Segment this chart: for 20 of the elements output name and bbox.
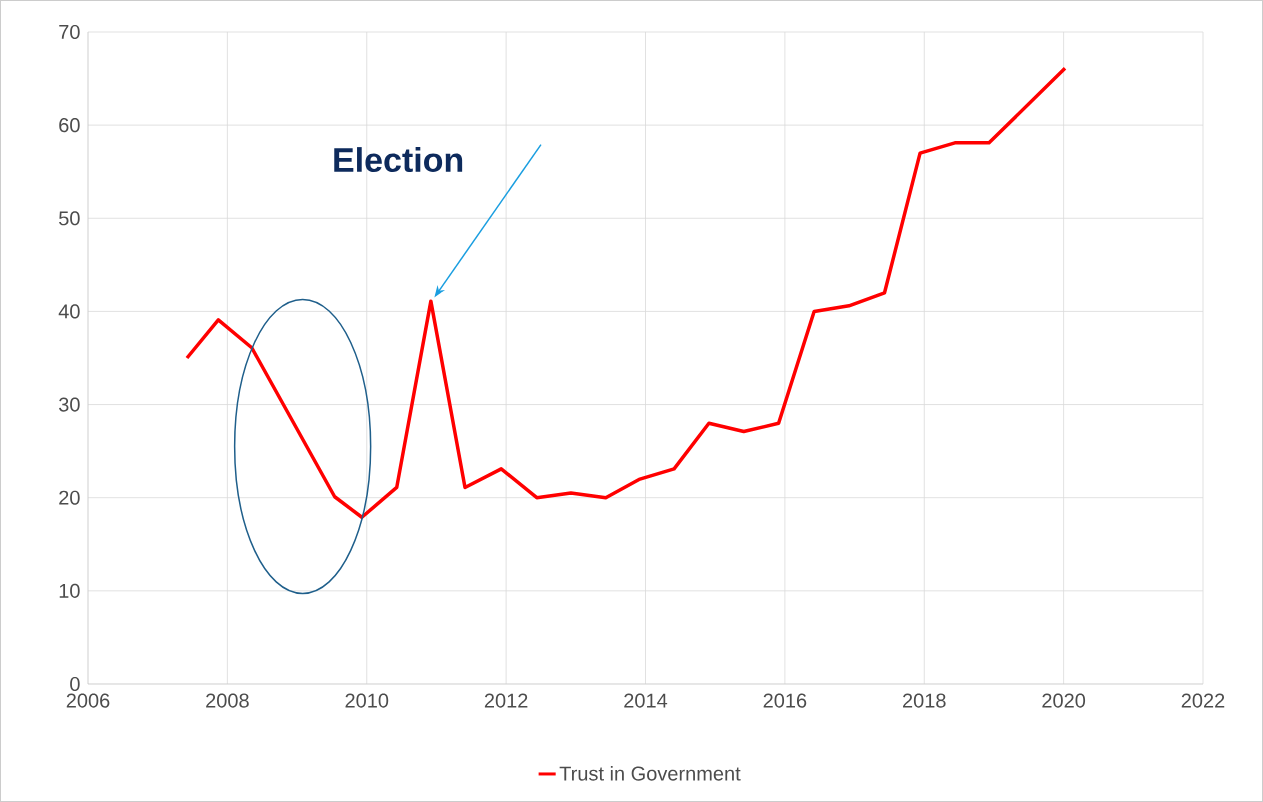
x-tick-label: 2006 [66,693,110,708]
annotation: Election [334,147,463,173]
y-tick-label: 20 [59,490,80,505]
x-tick-label: 2012 [484,693,528,708]
x-tick-label: 2016 [763,693,807,708]
x-tick-label: 2008 [206,693,249,708]
legend-label: Trust in Government [559,765,741,781]
x-tick-label: 2020 [1042,693,1086,708]
y-tick-label: 40 [58,304,80,319]
y-tick-label: 70 [59,24,80,40]
y-tick-label: 60 [59,118,80,133]
y-tick-label: 50 [59,211,80,226]
y-tick-label: 30 [59,397,80,412]
x-tick-label: 2014 [624,693,668,708]
y-tick-label: 0 [70,676,80,692]
x-tick-label: 2022 [1181,693,1225,708]
line-series [185,66,1067,520]
y-tick-label: 10 [59,583,80,598]
x-tick-label: 2010 [345,693,389,708]
x-tick-label: 2018 [903,693,946,708]
